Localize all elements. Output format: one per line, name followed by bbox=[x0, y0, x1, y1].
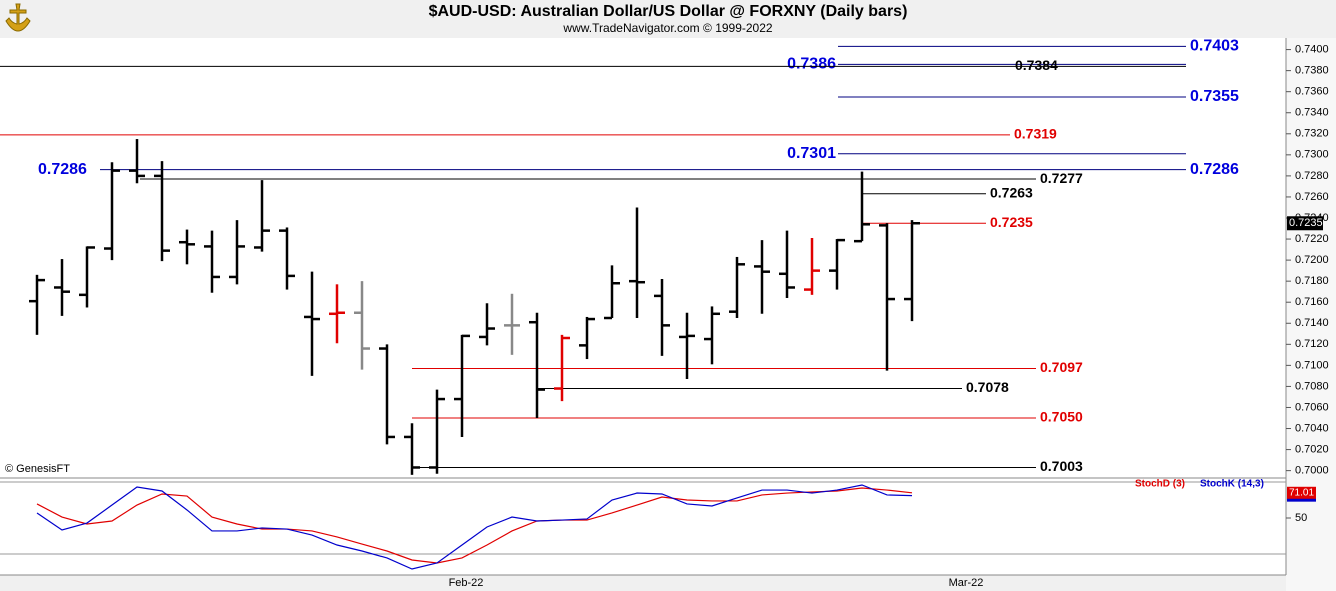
level-label: 0.7286 bbox=[1190, 161, 1239, 178]
level-label: 0.7235 bbox=[990, 214, 1033, 230]
stoch-line bbox=[36, 484, 913, 570]
y-tick-label: 0.7140 bbox=[1295, 317, 1329, 329]
y-tick-label: 0.7280 bbox=[1295, 170, 1329, 182]
level-label: 0.7263 bbox=[990, 184, 1033, 200]
y-tick-label: 0.7040 bbox=[1295, 422, 1329, 434]
y-tick-label: 0.7400 bbox=[1295, 43, 1329, 55]
level-label: 0.7355 bbox=[1190, 88, 1239, 105]
y-tick-label: 0.7320 bbox=[1295, 128, 1329, 140]
y-tick-label: 0.7120 bbox=[1295, 338, 1329, 350]
y-tick-label: 0.7180 bbox=[1295, 275, 1329, 287]
y-tick-label: 0.7200 bbox=[1295, 254, 1329, 266]
y-tick-label: 0.7080 bbox=[1295, 380, 1329, 392]
level-label: 0.7078 bbox=[966, 379, 1009, 395]
level-label: 0.7003 bbox=[1040, 458, 1083, 474]
last-price-label: 0.7235 bbox=[1289, 217, 1323, 229]
y-tick-label: 50 bbox=[1295, 512, 1307, 524]
last-value-tag bbox=[1287, 486, 1316, 499]
level-label: 0.7050 bbox=[1040, 409, 1083, 425]
y-tick-label: 0.7020 bbox=[1295, 443, 1329, 455]
chart-title: $AUD-USD: Australian Dollar/US Dollar @ … bbox=[429, 3, 908, 20]
date-axis bbox=[0, 575, 1286, 591]
price-axis bbox=[1286, 38, 1336, 591]
y-tick-label: 0.7360 bbox=[1295, 86, 1329, 98]
level-label: 0.7301 bbox=[787, 145, 836, 162]
level-label: 0.7286 bbox=[38, 161, 87, 178]
chart-subtitle: www.TradeNavigator.com © 1999-2022 bbox=[562, 21, 772, 35]
level-label: 0.7319 bbox=[1014, 126, 1057, 142]
y-tick-label: 0.7100 bbox=[1295, 359, 1329, 371]
header-bar bbox=[0, 0, 1336, 38]
y-tick-label: 0.7000 bbox=[1295, 465, 1329, 477]
level-label: 0.7277 bbox=[1040, 170, 1083, 186]
level-label: 0.7384 bbox=[1015, 57, 1058, 73]
y-tick-label: 0.7060 bbox=[1295, 401, 1329, 413]
legend-entry: StochD (3) bbox=[1135, 479, 1185, 490]
x-tick-label: Feb-22 bbox=[449, 577, 484, 589]
logo bbox=[5, 3, 31, 32]
credit: © GenesisFT bbox=[5, 463, 70, 475]
legend-entry: StochK (14,3) bbox=[1200, 479, 1264, 490]
y-tick-label: 0.7380 bbox=[1295, 65, 1329, 77]
level-label: 0.7386 bbox=[787, 56, 836, 73]
plot-area bbox=[0, 38, 1286, 575]
last-value-label: 71.01 bbox=[1289, 487, 1314, 498]
x-tick-label: Mar-22 bbox=[949, 577, 984, 589]
y-tick-label: 0.7220 bbox=[1295, 233, 1329, 245]
level-label: 0.7403 bbox=[1190, 38, 1239, 55]
last-price-tag bbox=[1287, 216, 1323, 231]
y-tick-label: 0.7340 bbox=[1295, 107, 1329, 119]
y-tick-label: 0.7300 bbox=[1295, 149, 1329, 161]
y-tick-label: 0.7260 bbox=[1295, 191, 1329, 203]
level-label: 0.7097 bbox=[1040, 359, 1083, 375]
y-tick-label: 0.7160 bbox=[1295, 296, 1329, 308]
stoch-line bbox=[36, 487, 913, 564]
